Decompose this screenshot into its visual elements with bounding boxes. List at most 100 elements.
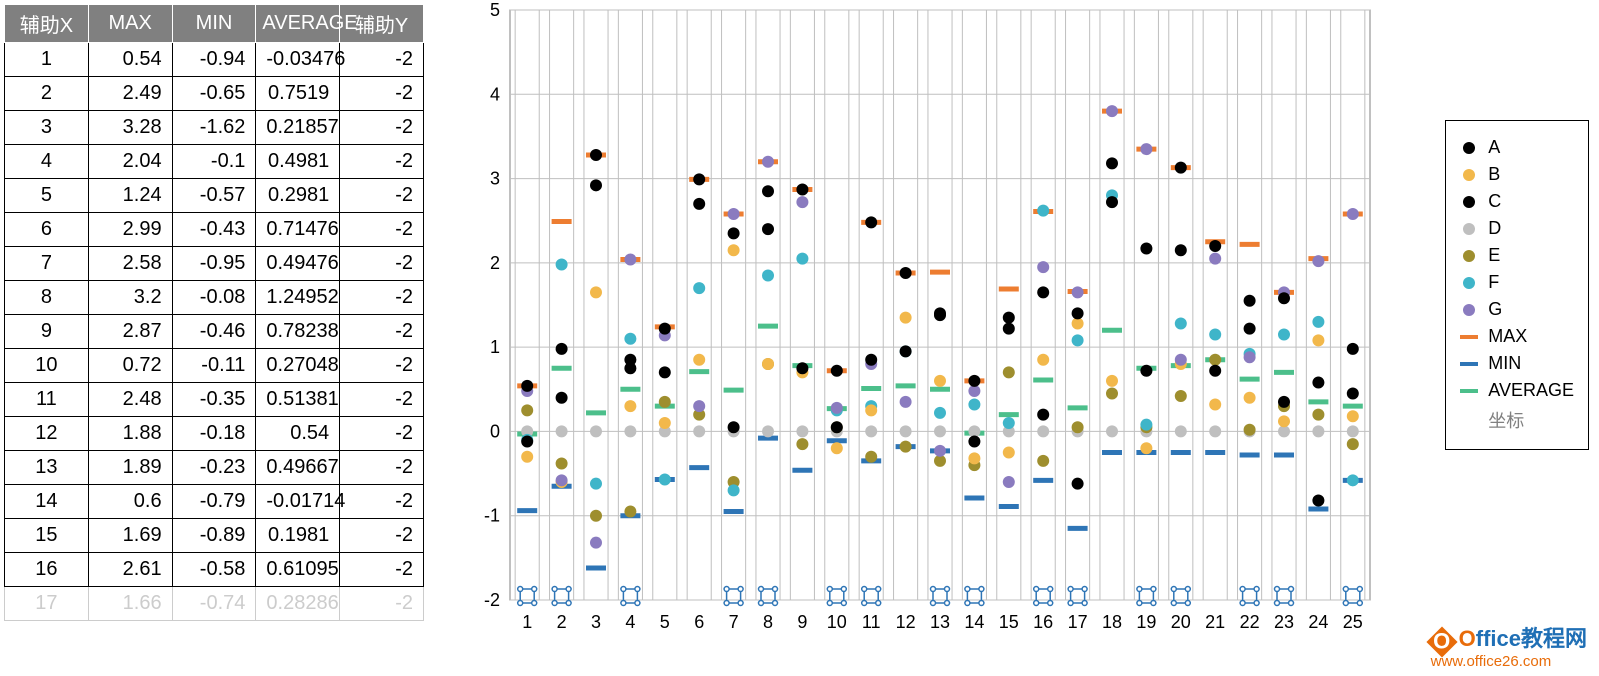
legend-label: 坐标 [1488,407,1524,433]
point-F [556,259,568,271]
point-G [900,396,912,408]
table-row: 83.2-0.081.24952-2 [5,281,424,315]
point-D [1347,425,1359,437]
table-cell: 3.28 [88,111,172,145]
point-F [590,478,602,490]
point-B [1278,415,1290,427]
table-cell: -2 [340,349,424,383]
table-row: 72.58-0.950.49476-2 [5,247,424,281]
legend-item: B [1460,164,1574,185]
table-cell: -0.1 [172,145,256,179]
data-table-container: 辅助XMAXMINAVERAGE辅助Y 10.54-0.94-0.03476-2… [0,0,430,676]
watermark-title: ffice教程网 [1476,626,1587,651]
table-cell: 1.69 [88,519,172,553]
point-G [728,208,740,220]
point-A [1244,295,1256,307]
x-tick-label: 10 [827,612,847,632]
legend-label: A [1488,137,1500,158]
table-cell: -0.57 [172,179,256,213]
point-A [521,380,533,392]
point-B [693,354,705,366]
point-B [521,451,533,463]
table-cell: -1.62 [172,111,256,145]
point-D [1312,425,1324,437]
point-A [624,354,636,366]
point-A [934,307,946,319]
legend-swatch [1460,139,1478,157]
x-tick-label: 21 [1205,612,1225,632]
table-cell: 2.48 [88,383,172,417]
point-E [624,506,636,518]
table-cell: -0.95 [172,247,256,281]
point-A [1140,243,1152,255]
table-row: 42.04-0.10.4981-2 [5,145,424,179]
point-F [968,398,980,410]
point-G [1312,255,1324,267]
point-A [1312,377,1324,389]
y-tick-label: 5 [490,0,500,20]
point-A [1278,396,1290,408]
legend-label: C [1488,191,1501,212]
point-D [900,425,912,437]
table-cell: -0.89 [172,519,256,553]
point-A [728,227,740,239]
table-cell: -2 [340,111,424,145]
point-D [934,425,946,437]
table-cell: -2 [340,485,424,519]
point-C [1072,478,1084,490]
point-C [590,179,602,191]
legend-swatch [1460,355,1478,373]
table-cell: 1.24 [88,179,172,213]
point-C [968,375,980,387]
x-tick-label: 16 [1033,612,1053,632]
table-cell: -2 [340,145,424,179]
table-cell: 0.54 [256,417,340,451]
x-tick-label: 9 [797,612,807,632]
table-cell: 3 [5,111,89,145]
table-row: 22.49-0.650.7519-2 [5,77,424,111]
table-cell: 10 [5,349,89,383]
point-G [590,537,602,549]
table-cell: 2.87 [88,315,172,349]
x-tick-label: 19 [1136,612,1156,632]
table-cell: 0.72 [88,349,172,383]
point-E [1312,409,1324,421]
point-B [968,452,980,464]
chart-container: -2-1012345123456789101112131415161718192… [430,0,1599,676]
x-tick-label: 23 [1274,612,1294,632]
table-cell: -0.65 [172,77,256,111]
table-row: 151.69-0.890.1981-2 [5,519,424,553]
point-G [1037,261,1049,273]
point-B [934,375,946,387]
table-cell: -2 [340,281,424,315]
point-G [693,400,705,412]
table-cell: -2 [340,553,424,587]
table-cell: 7 [5,247,89,281]
table-cell: 0.4981 [256,145,340,179]
table-cell: -2 [340,417,424,451]
legend-item: E [1460,245,1574,266]
legend-swatch [1460,328,1478,346]
table-cell: -2 [340,383,424,417]
table-row: 92.87-0.460.78238-2 [5,315,424,349]
watermark: OOffice教程网 www.office26.com [1431,626,1587,670]
point-C [1140,365,1152,377]
point-E [521,404,533,416]
point-D [1209,425,1221,437]
legend-label: F [1488,272,1499,293]
table-cell: 2.58 [88,247,172,281]
table-cell: 16 [5,553,89,587]
point-A [1037,286,1049,298]
point-C [1209,365,1221,377]
table-row: 100.72-0.110.27048-2 [5,349,424,383]
point-E [1037,455,1049,467]
x-tick-label: 11 [862,612,881,632]
table-cell: 8 [5,281,89,315]
table-cell: 6 [5,213,89,247]
point-B [624,400,636,412]
table-cell: -0.46 [172,315,256,349]
point-B [659,417,671,429]
point-F [1140,419,1152,431]
table-cell: 9 [5,315,89,349]
legend-swatch [1460,382,1478,400]
